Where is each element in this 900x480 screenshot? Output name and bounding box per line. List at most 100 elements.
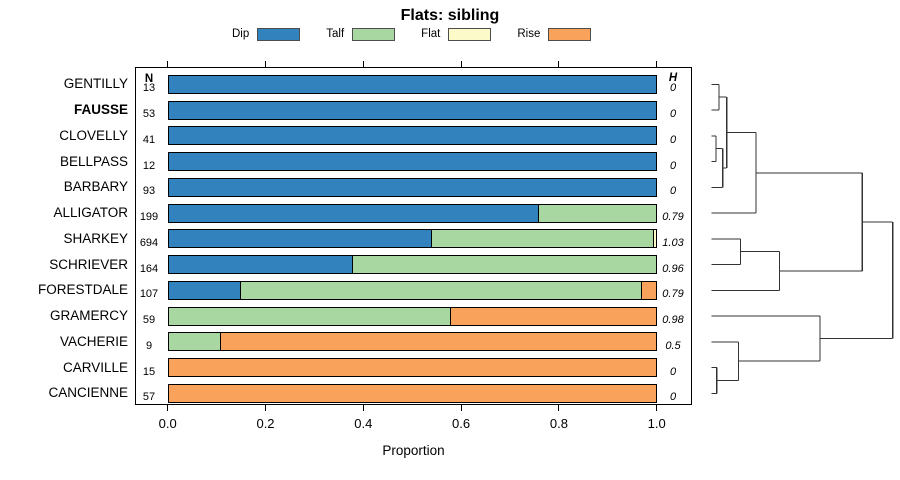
n-column-header: N (144, 73, 154, 85)
h-value: 0 (669, 108, 677, 121)
chart-title: Flats: sibling (400, 7, 500, 24)
h-value: 0 (669, 159, 677, 172)
row-label-forestdale: FORESTDALE (37, 282, 128, 298)
top-tick (167, 61, 169, 67)
bottom-tick (362, 405, 364, 411)
bar-segment-talf (431, 229, 655, 249)
h-value: 1.03 (662, 236, 684, 249)
bar-segment-rise (642, 280, 657, 300)
stacked-bar (167, 126, 657, 146)
legend-swatch-dip (257, 27, 301, 41)
legend-label: Dip (232, 28, 250, 40)
bar-segment-rise (167, 383, 657, 403)
stacked-bar (167, 255, 657, 275)
row-label-bellpass: BELLPASS (59, 153, 128, 169)
n-value: 9 (145, 339, 153, 352)
x-tick-label: 0.4 (354, 416, 373, 431)
legend-swatch-talf (352, 27, 396, 41)
bar-segment-rise (451, 306, 657, 326)
row-label-barbary: BARBARY (63, 179, 128, 195)
h-value: 0.96 (662, 262, 684, 275)
n-value: 107 (139, 288, 159, 301)
n-value: 59 (142, 314, 156, 327)
legend-swatch-rise (548, 27, 592, 41)
row-label-fausse: FAUSSE (73, 102, 128, 118)
stacked-bar (167, 74, 657, 94)
h-value: 0 (669, 133, 677, 146)
legend-item-dip: Dip (232, 27, 301, 41)
legend-item-flat: Flat (421, 27, 492, 41)
n-value: 164 (139, 262, 159, 275)
x-tick-label: 0.2 (256, 416, 275, 431)
h-value: 0 (669, 365, 677, 378)
stacked-bar (167, 280, 657, 300)
bar-segment-talf (241, 280, 642, 300)
n-value: 694 (139, 236, 159, 249)
stacked-bar (167, 100, 657, 120)
legend-label: Flat (421, 28, 441, 40)
stacked-bar (167, 203, 657, 223)
bar-segment-dip (167, 126, 657, 146)
bar-segment-talf (167, 306, 452, 326)
n-value: 13 (142, 82, 156, 95)
top-tick (558, 61, 560, 67)
row-label-carville: CARVILLE (62, 359, 128, 375)
row-label-cancienne: CANCIENNE (48, 385, 128, 401)
stacked-bar (167, 383, 657, 403)
bottom-tick (265, 405, 266, 411)
stacked-bar (167, 358, 657, 378)
h-value: 0 (669, 82, 677, 95)
x-tick-label: 0.8 (549, 416, 568, 431)
bar-segment-dip (167, 74, 657, 94)
legend: Dip Talf Flat Rise (232, 27, 592, 41)
n-value: 53 (142, 108, 156, 121)
row-label-alligator: ALLIGATOR (53, 205, 128, 221)
x-tick-label: 0.0 (158, 416, 177, 431)
bar-segment-dip (167, 255, 354, 275)
legend-item-rise: Rise (517, 27, 592, 41)
n-value: 199 (139, 211, 159, 224)
legend-swatch-flat (448, 27, 492, 41)
bar-segment-dip (167, 229, 432, 249)
row-label-gramercy: GRAMERCY (49, 308, 128, 324)
legend-label: Talf (326, 28, 345, 40)
h-column-header: H (668, 72, 678, 84)
x-tick-label: 1.0 (647, 416, 666, 431)
row-label-schriever: SCHRIEVER (49, 256, 128, 272)
top-tick (656, 61, 658, 67)
n-value: 15 (142, 365, 156, 378)
bar-segment-dip (167, 203, 540, 223)
legend-label: Rise (517, 28, 541, 40)
row-label-clovelly: CLOVELLY (59, 127, 128, 143)
legend-item-talf: Talf (326, 27, 396, 41)
stacked-bar (167, 229, 657, 249)
h-value: 0.5 (665, 339, 681, 352)
bar-segment-dip (167, 280, 242, 300)
bottom-tick (558, 405, 560, 411)
row-label-gentilly: GENTILLY (63, 76, 128, 92)
bar-segment-flat (654, 229, 657, 249)
n-value: 93 (142, 185, 156, 198)
n-value: 12 (142, 159, 156, 172)
h-value: 0.98 (662, 314, 684, 327)
row-label-sharkey: SHARKEY (63, 230, 128, 246)
row-label-vacherie: VACHERIE (59, 333, 128, 349)
h-value: 0 (669, 185, 677, 198)
bar-segment-talf (167, 332, 222, 352)
stacked-bar (167, 306, 657, 326)
bar-segment-talf (353, 255, 657, 275)
stacked-bar (167, 177, 657, 197)
bar-segment-rise (221, 332, 657, 352)
top-tick (362, 61, 364, 67)
h-value: 0 (669, 391, 677, 404)
bar-segment-rise (167, 358, 657, 378)
n-value: 57 (142, 391, 156, 404)
bar-segment-dip (167, 152, 657, 172)
stacked-bar (167, 152, 657, 172)
x-axis-label: Proportion (382, 443, 445, 458)
x-tick-label: 0.6 (452, 416, 471, 431)
n-value: 41 (142, 133, 156, 146)
bar-segment-dip (167, 177, 657, 197)
top-tick (460, 61, 462, 67)
